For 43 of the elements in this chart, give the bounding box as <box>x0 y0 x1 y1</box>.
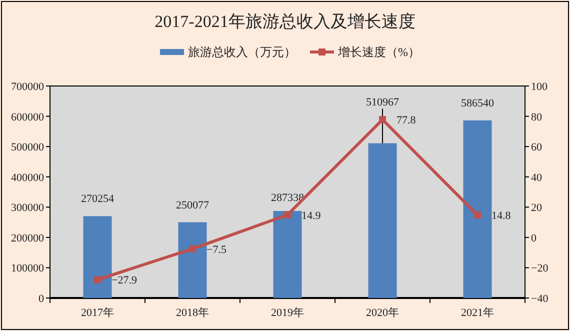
data-label: −7.5 <box>206 244 227 256</box>
y2-tick-label: 0 <box>531 232 537 244</box>
data-label: 250077 <box>176 199 210 212</box>
bar <box>178 222 207 298</box>
y-tick-label: 200000 <box>11 232 44 244</box>
y-tick-label: 300000 <box>11 202 44 214</box>
point <box>189 245 196 252</box>
x-tick-label: 2019年 <box>271 307 304 319</box>
x-tick-label: 2020年 <box>366 307 399 319</box>
y-tick-label: 600000 <box>11 111 44 124</box>
y2-tick-label: 80 <box>531 111 542 124</box>
data-label: 510967 <box>366 96 400 109</box>
data-label: 586540 <box>461 97 494 110</box>
y2-tick-label: −20 <box>531 262 549 275</box>
y2-tick-label: 40 <box>531 172 542 184</box>
point <box>474 212 481 219</box>
legend-label: 增长速度（%） <box>337 45 420 59</box>
bar <box>83 216 112 298</box>
x-tick-label: 2017年 <box>81 307 114 319</box>
x-tick-label: 2021年 <box>461 307 494 319</box>
y2-tick-label: 20 <box>531 202 542 214</box>
data-label: −27.9 <box>112 274 138 287</box>
x-tick-label: 2018年 <box>176 307 209 319</box>
legend-label: 旅游总收入（万元） <box>188 45 296 59</box>
chart-title: 2017-2021年旅游总收入及增长速度 <box>154 12 416 31</box>
y-tick-label: 0 <box>38 293 44 305</box>
data-label: 270254 <box>81 193 114 206</box>
bar <box>273 210 302 298</box>
y-tick-label: 100000 <box>11 262 44 275</box>
point <box>94 276 101 284</box>
point <box>379 116 386 124</box>
bar <box>368 143 397 298</box>
y2-tick-label: 60 <box>531 142 542 154</box>
y-tick-label: 500000 <box>11 142 44 154</box>
data-label: 77.8 <box>396 114 416 127</box>
bar <box>463 120 492 298</box>
y2-tick-label: −40 <box>531 293 549 305</box>
y-tick-label: 400000 <box>11 172 44 184</box>
y-tick-label: 700000 <box>11 81 44 93</box>
data-label: 14.9 <box>302 210 322 222</box>
data-label: 14.8 <box>492 210 512 222</box>
point <box>284 211 291 218</box>
y2-tick-label: 100 <box>531 81 548 93</box>
